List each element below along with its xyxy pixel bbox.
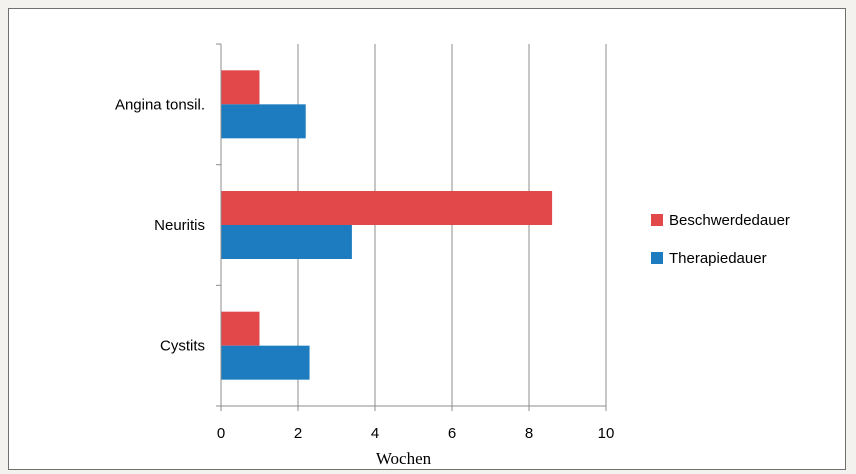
- x-tick-label-8: 8: [525, 425, 533, 442]
- bar-beschwerdedauer-1: [221, 191, 553, 225]
- category-label-1: Neuritis: [154, 217, 205, 234]
- legend-swatch-0: [651, 214, 663, 226]
- x-tick-label-2: 2: [294, 425, 302, 442]
- legend-swatch-1: [651, 252, 663, 264]
- x-tick-labels: 0 2 4 6 8 10: [217, 425, 615, 442]
- bar-beschwerdedauer-0: [221, 70, 260, 105]
- category-label-2: Cystits: [160, 338, 205, 355]
- bar-beschwerdedauer-2: [221, 311, 260, 346]
- chart-frame: [8, 8, 846, 470]
- bars: [221, 70, 553, 380]
- legend: Beschwerdedauer Therapiedauer: [651, 212, 790, 267]
- bar-therapiedauer-0: [221, 104, 306, 139]
- bar-therapiedauer-1: [221, 225, 352, 259]
- category-labels: Angina tonsil. Neuritis Cystits: [115, 96, 205, 354]
- x-tick-label-4: 4: [371, 425, 379, 442]
- legend-label-1: Therapiedauer: [669, 250, 767, 267]
- x-tick-label-6: 6: [448, 425, 456, 442]
- bar-therapiedauer-2: [221, 345, 310, 380]
- axes: [216, 43, 607, 411]
- x-tick-label-0: 0: [217, 425, 225, 442]
- category-label-0: Angina tonsil.: [115, 96, 205, 113]
- x-tick-label-10: 10: [598, 425, 615, 442]
- legend-label-0: Beschwerdedauer: [669, 212, 790, 229]
- x-axis-title: Wochen: [376, 449, 432, 468]
